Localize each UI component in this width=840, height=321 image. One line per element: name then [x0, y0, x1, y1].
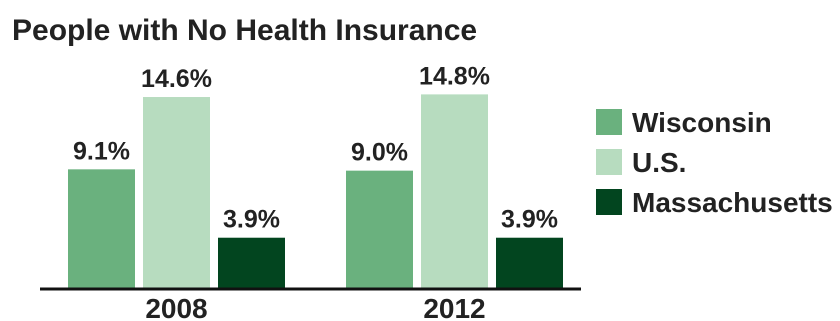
chart-title: People with No Health Insurance: [12, 14, 477, 47]
legend-swatch-wisconsin: [596, 109, 622, 135]
bar-u-s-2012: [421, 94, 488, 289]
bar-wisconsin-2012: [346, 170, 413, 289]
legend-label-u-s: U.S.: [632, 147, 686, 178]
category-label-2012: 2012: [423, 293, 485, 321]
value-label-massachusetts-2012: 3.9%: [501, 206, 558, 234]
bar-wisconsin-2008: [68, 169, 135, 289]
value-labels: 9.1% 14.6% 3.9% 9.0% 14.8% 3.9%: [73, 62, 558, 233]
bars: [68, 94, 563, 289]
legend: Wisconsin U.S. Massachusetts: [596, 107, 833, 218]
legend-swatch-u-s: [596, 149, 622, 175]
legend-swatch-massachusetts: [596, 189, 622, 215]
value-label-wisconsin-2012: 9.0%: [351, 139, 408, 167]
value-label-u-s-2008: 14.6%: [141, 65, 212, 93]
value-label-massachusetts-2008: 3.9%: [223, 206, 280, 234]
value-label-u-s-2012: 14.8%: [419, 62, 490, 90]
legend-label-massachusetts: Massachusetts: [632, 187, 833, 218]
bar-massachusetts-2008: [218, 237, 285, 289]
bar-massachusetts-2012: [496, 237, 563, 289]
category-labels: 2008 2012: [145, 293, 485, 321]
legend-label-wisconsin: Wisconsin: [632, 107, 772, 138]
bar-u-s-2008: [143, 97, 210, 289]
value-label-wisconsin-2008: 9.1%: [73, 137, 130, 165]
category-label-2008: 2008: [145, 293, 207, 321]
